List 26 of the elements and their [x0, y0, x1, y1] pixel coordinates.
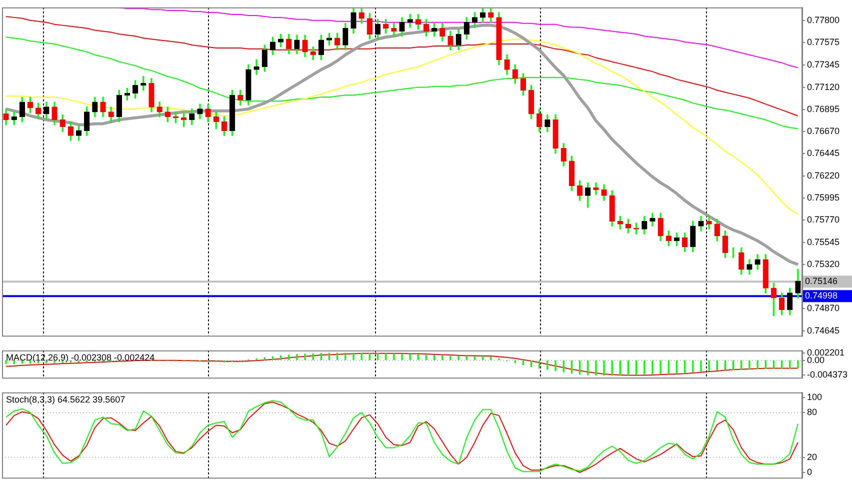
y-tick-label: 0.77120 [807, 82, 840, 92]
y-tick-label: 0.74645 [807, 325, 840, 336]
y-tick-label: 0.74870 [807, 303, 840, 314]
y-tick-label: 0.75320 [807, 258, 840, 269]
y-tick-label: 0.77345 [807, 60, 840, 70]
y-tick-label: 0.75995 [807, 192, 840, 203]
candlestick [254, 59, 260, 75]
y-tick-label: 100 [807, 392, 822, 402]
y-tick-label: 0.77800 [807, 14, 840, 25]
y-tick-label: 0.76220 [807, 170, 840, 180]
chart-title: MACD(12,26,9) -0.002308 -0.002424 [6, 352, 155, 362]
y-tick-label: 0.77575 [807, 37, 840, 48]
chart-title: Stoch(8,3,3) 64.5622 39.5607 [6, 394, 126, 404]
ref-line-label: 0.75146 [805, 276, 838, 286]
candlestick [706, 216, 712, 230]
candlestick [650, 212, 656, 226]
y-tick-label: 0.75770 [807, 214, 840, 225]
y-tick-label: 0 [807, 466, 812, 477]
y-tick-label: 0.75545 [807, 236, 840, 247]
y-tick-label: -0.004373 [807, 369, 848, 380]
y-tick-label: 20 [807, 452, 818, 462]
ref-line-label: 0.74998 [805, 290, 838, 301]
y-tick-label: 0.76670 [807, 126, 840, 136]
y-tick-label: 80 [807, 407, 818, 418]
y-tick-label: 0.76895 [807, 104, 840, 114]
y-tick-label: 0.76445 [807, 148, 840, 158]
